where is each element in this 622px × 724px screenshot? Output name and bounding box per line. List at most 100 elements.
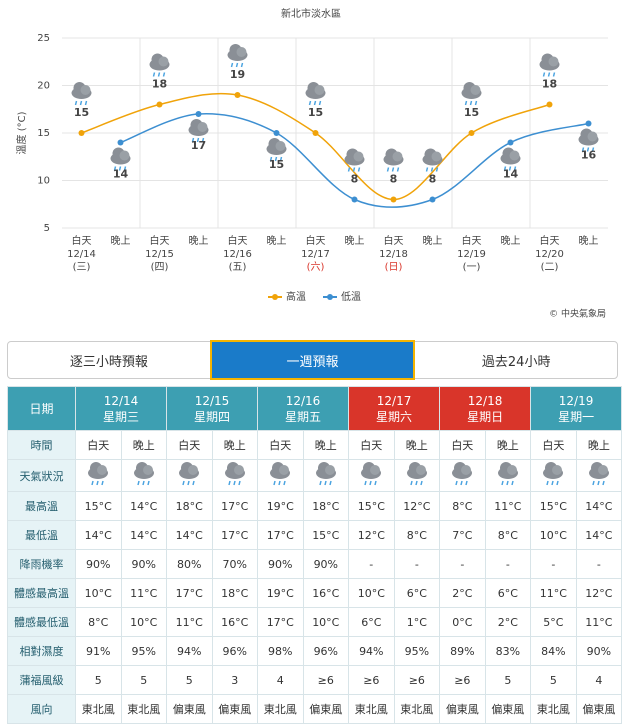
cell: 8°C: [75, 607, 122, 637]
rain: [118, 166, 122, 171]
rain: [74, 100, 78, 106]
point: [390, 196, 397, 203]
row-label: 體感最高溫: [7, 578, 76, 608]
cell: 6°C: [348, 607, 395, 637]
row: 蒲福風級 5 5 5 3 4 ≥6 ≥6 ≥6 ≥6 5 5 4: [7, 665, 622, 695]
cell: 偏東風: [439, 694, 486, 724]
rain: [506, 480, 509, 486]
point: [312, 130, 319, 136]
tab[interactable]: 過去24小時: [481, 354, 551, 370]
day-header: 12/15 星期四: [166, 386, 259, 431]
cloud: [314, 85, 325, 95]
weekday: 星期日: [467, 409, 504, 424]
weather-icon: [500, 147, 521, 171]
cell: 96%: [211, 636, 259, 666]
weekday: 星期六: [376, 409, 413, 424]
cell: 11°C: [120, 578, 168, 608]
cell: 5°C: [530, 607, 577, 637]
row-label: 體感最低溫: [7, 607, 76, 637]
cloud: [461, 465, 472, 475]
header-row: 日期 12/14 星期三 12/15 星期四 12/16 星期五 12/17 星期六 12/18 星…: [7, 386, 622, 431]
cloud: [548, 56, 559, 67]
cell: 90%: [575, 636, 622, 666]
cloud: [80, 85, 91, 95]
cell: 14°C: [575, 491, 622, 521]
cell: 17°C: [257, 520, 304, 550]
rain: [201, 137, 205, 143]
rain: [182, 480, 185, 486]
data-label: 18: [542, 78, 557, 91]
rain: [91, 480, 94, 486]
rain: [283, 480, 287, 486]
icon-cell: [575, 459, 622, 492]
rain: [228, 480, 231, 486]
x-tick-label: 白天: [306, 234, 326, 247]
day-header: 12/17 星期六: [348, 386, 441, 431]
point: [117, 139, 124, 146]
rain: [508, 166, 512, 171]
weather-icon: [461, 82, 482, 106]
legend-label: 高溫: [286, 290, 306, 303]
weekday: 星期四: [194, 409, 231, 424]
data-label: 15: [269, 158, 284, 171]
cell: 14°C: [575, 520, 622, 550]
cell: 東北風: [257, 694, 304, 724]
cell: 14°C: [120, 491, 168, 521]
cell: 10°C: [530, 520, 577, 550]
cloud: [392, 151, 403, 162]
cell: 晚上: [302, 430, 350, 460]
y-tick-label: 5: [44, 223, 50, 234]
rain: [319, 480, 322, 486]
point: [546, 101, 553, 108]
tab[interactable]: 逐三小時預報: [69, 354, 148, 370]
weather-icon: [110, 147, 131, 171]
icon: [406, 462, 427, 486]
row-label: 最高溫: [7, 491, 76, 521]
cell: 晚上: [484, 430, 532, 460]
rain: [235, 62, 239, 68]
rain: [84, 100, 88, 106]
cell: 偏東風: [211, 694, 259, 724]
icon: [361, 462, 382, 486]
weather-icon: [315, 462, 336, 486]
icon-cell: [302, 459, 350, 492]
x-weekday-label: (五): [229, 262, 247, 273]
weather-icon: [344, 148, 365, 172]
rain: [460, 480, 464, 486]
weather-icon: [270, 462, 291, 486]
tab[interactable]: 一週預報: [209, 340, 416, 380]
cell: 2°C: [484, 607, 532, 637]
cell: 10°C: [75, 578, 122, 608]
rain: [430, 167, 434, 172]
icon: [224, 462, 245, 486]
cell: 11°C: [484, 491, 532, 521]
row: 降雨機率 90% 90% 80% 70% 90% 90% - - - - - -: [7, 549, 622, 579]
point: [156, 101, 163, 108]
date: 12/19: [558, 393, 594, 408]
rain: [597, 480, 600, 486]
cell: 10°C: [302, 607, 350, 637]
weather-icon: [452, 462, 473, 486]
x-tick-label: 晚上: [111, 235, 131, 247]
day-header: 12/16 星期五: [257, 386, 350, 431]
weather-icon: [497, 462, 518, 486]
cell: 19°C: [257, 491, 304, 521]
date: 12/16: [285, 393, 321, 408]
x-date-label: 12/19: [457, 249, 486, 260]
icon: [497, 462, 518, 486]
date: 12/18: [467, 393, 503, 408]
row: 風向 東北風 東北風 偏東風 偏東風 東北風 偏東風 東北風 東北風 偏東風 偏東風 東北風 偏東風: [7, 694, 622, 724]
row-label: 相對濕度: [7, 636, 76, 666]
cell: 17°C: [211, 491, 259, 521]
rain: [552, 72, 556, 77]
cell: 94%: [166, 636, 213, 666]
row-label: 最低溫: [7, 520, 76, 550]
rain: [415, 480, 418, 486]
cell: 白天: [530, 430, 577, 460]
cell: 5: [75, 665, 122, 695]
chart-title: 新北市淡水區: [281, 7, 341, 20]
data-label: 18: [152, 78, 167, 91]
rain: [592, 480, 595, 486]
rain: [230, 62, 234, 68]
rain: [238, 480, 241, 486]
